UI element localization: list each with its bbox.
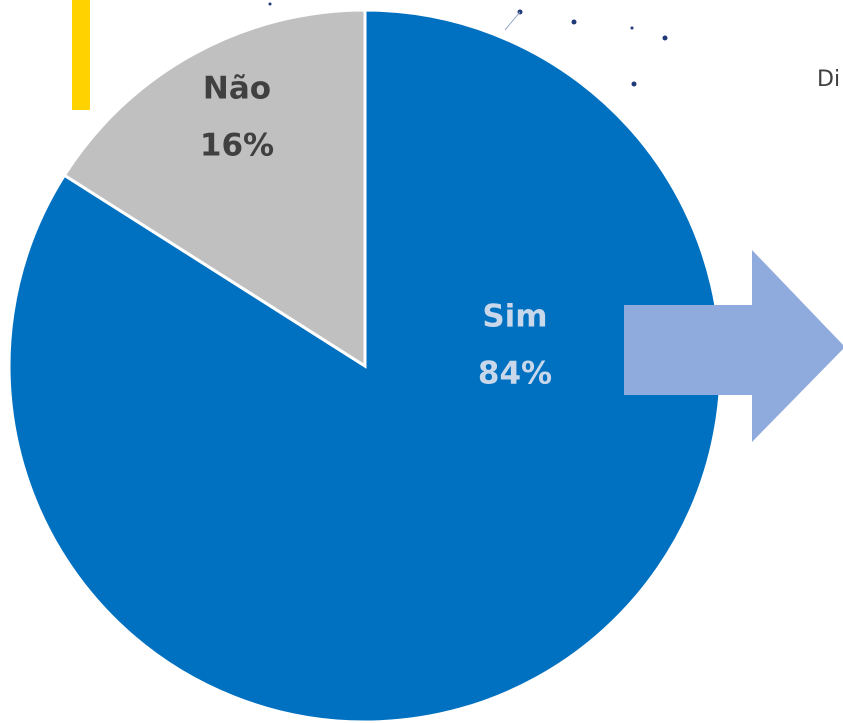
decoration-dots [268, 2, 668, 87]
pie [7, 8, 723, 723]
pie-slice [62, 8, 367, 369]
arrow [624, 250, 843, 442]
data-labels: Sim 84% Não 16% [200, 71, 552, 392]
slice-value: 84% [478, 356, 552, 392]
annotation: Di [817, 67, 840, 92]
accent-bar [72, 0, 90, 110]
slice-category: Sim [482, 299, 547, 335]
slice-category: Não [203, 71, 271, 107]
slice-value: 16% [200, 128, 274, 164]
pie-slice [7, 8, 723, 723]
